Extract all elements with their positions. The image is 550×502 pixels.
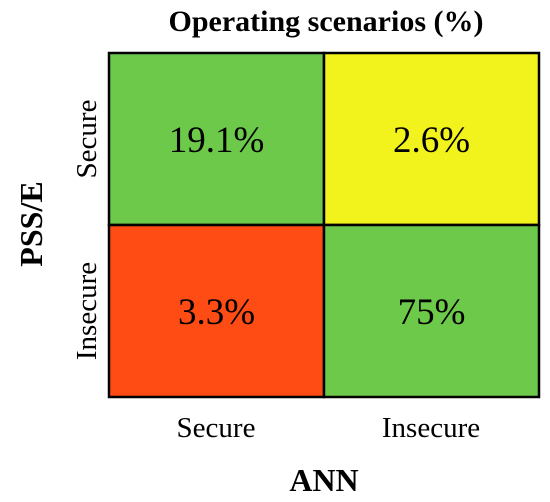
matrix-cell-labels: 19.1% 2.6% 3.3% 75% (169, 120, 470, 333)
cell-secure-insecure (322, 51, 541, 227)
cell-value-secure-secure: 19.1% (169, 120, 265, 161)
x-axis-label: ANN (289, 462, 358, 498)
chart-title: Operating scenarios (%) (169, 5, 484, 38)
y-tick-label-insecure: Insecure (71, 262, 103, 360)
y-tick-label-secure: Secure (71, 100, 103, 179)
cell-value-secure-insecure: 2.6% (393, 120, 470, 161)
x-tick-label-secure: Secure (177, 412, 256, 444)
cell-insecure-secure (107, 223, 326, 399)
cell-insecure-insecure (322, 223, 541, 399)
cell-value-insecure-insecure: 75% (398, 292, 466, 333)
y-axis-label: PSS/E (13, 181, 49, 266)
cell-value-insecure-secure: 3.3% (178, 292, 255, 333)
cell-secure-secure (107, 51, 326, 227)
x-tick-label-insecure: Insecure (382, 412, 480, 444)
matrix-cells (107, 51, 541, 399)
